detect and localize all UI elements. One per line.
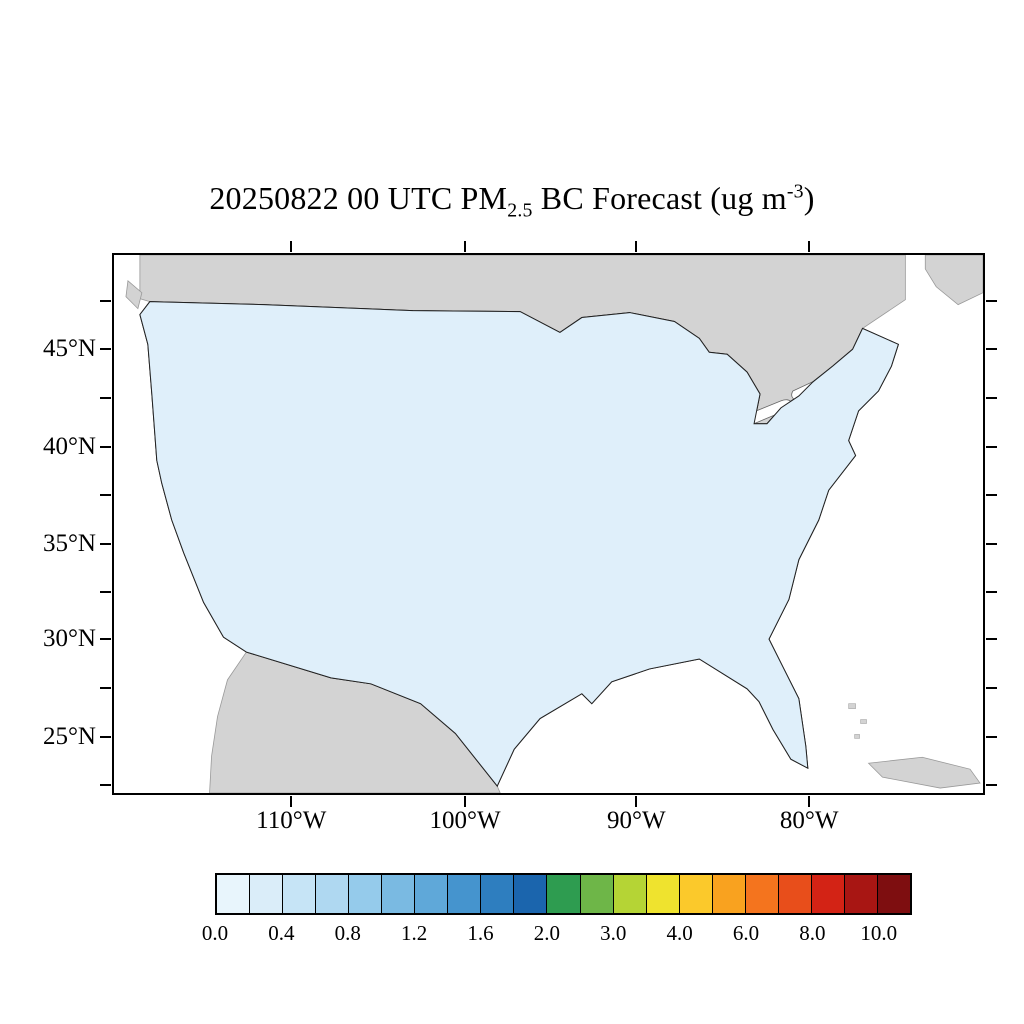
y-axis-label: 35°N: [42, 529, 96, 557]
axis-tick-bottom: [635, 796, 638, 807]
figure-title: 20250822 00 UTC PM2.5 BC Forecast (ug m-…: [62, 180, 962, 222]
axis-tick-right: [986, 445, 997, 448]
cuba-landmass: [867, 756, 981, 789]
axis-tick-bottom: [290, 796, 293, 807]
axis-tick-right: [986, 783, 997, 786]
y-axis-label: 30°N: [42, 625, 96, 653]
colorbar-segment: [778, 875, 812, 913]
colorbar-label: 4.0: [666, 921, 693, 945]
axis-tick-left: [100, 638, 111, 641]
colorbar-segment: [250, 875, 284, 913]
axis-tick-left: [100, 299, 111, 302]
colorbar-label: 3.0: [600, 921, 627, 945]
colorbar-segment: [844, 875, 878, 913]
colorbar-segment: [877, 875, 910, 913]
title-suffix: ): [803, 180, 815, 216]
axis-tick-right: [986, 590, 997, 593]
axis-tick-right: [986, 299, 997, 302]
colorbar-segment: [811, 875, 845, 913]
y-axis-label: 40°N: [42, 432, 96, 460]
axis-tick-right: [986, 348, 997, 351]
axis-tick-right: [986, 638, 997, 641]
x-axis-label: 80°W: [779, 807, 839, 834]
y-axis-label: 45°N: [42, 335, 96, 363]
axis-tick-right: [986, 396, 997, 399]
map-frame: 45°N 40°N 35°N 30°N 25°N 110°W 100°W 90°W 80°W: [43, 241, 997, 834]
colorbar-label: 2.0: [533, 921, 561, 945]
colorbar-segment: [415, 875, 449, 913]
colorbar-segment: [646, 875, 680, 913]
colorbar-segment: [382, 875, 416, 913]
colorbar-label: 8.0: [799, 921, 826, 945]
colorbar-segment: [217, 875, 251, 913]
colorbar-segments: [217, 875, 910, 913]
axis-tick-left: [100, 542, 111, 545]
axis-tick-right: [986, 735, 997, 738]
colorbar-segment: [448, 875, 482, 913]
colorbar-segment: [745, 875, 779, 913]
colorbar-segment: [580, 875, 614, 913]
colorbar-label: 0.8: [334, 921, 361, 945]
x-axis-label: 110°W: [256, 807, 327, 834]
colorbar-segment: [283, 875, 317, 913]
axis-tick-top: [808, 241, 811, 252]
axis-tick-left: [100, 686, 111, 689]
colorbar-labels: 0.0 0.4 0.8 1.2 1.6 2.0 3.0 4.0 6.0 8.0 10.0: [202, 921, 912, 949]
bahamas-islands: [848, 703, 867, 739]
axis-tick-left: [100, 735, 111, 738]
axis-tick-left: [100, 445, 111, 448]
colorbar-segment: [316, 875, 350, 913]
axis-tick-left: [100, 396, 111, 399]
colorbar-segment: [481, 875, 515, 913]
title-superscript: -3: [786, 180, 804, 203]
axis-tick-bottom: [808, 796, 811, 807]
colorbar-segment: [547, 875, 581, 913]
colorbar-label: 0.4: [268, 921, 295, 945]
axis-tick-bottom: [464, 796, 467, 807]
axis-tick-top: [290, 241, 293, 252]
nova-scotia-landmass: [924, 255, 983, 306]
colorbar-label: 6.0: [732, 921, 760, 945]
title-prefix: 20250822 00 UTC PM: [209, 180, 508, 216]
axis-tick-top: [464, 241, 467, 252]
colorbar-segment: [613, 875, 647, 913]
axis-tick-right: [986, 686, 997, 689]
colorbar-segment: [349, 875, 383, 913]
colorbar-label: 1.2: [401, 921, 428, 945]
axis-tick-right: [986, 494, 997, 497]
axis-tick-right: [986, 542, 997, 545]
colorbar-label: 0.0: [201, 921, 229, 945]
colorbar-segment: [712, 875, 746, 913]
title-middle: BC Forecast (ug m: [532, 180, 787, 216]
title-subscript: 2.5: [507, 199, 533, 222]
x-axis-label: 90°W: [606, 807, 666, 834]
vancouver-island: [125, 280, 143, 310]
colorbar-segment: [514, 875, 548, 913]
y-axis-label: 25°N: [42, 722, 96, 750]
axis-tick-left: [100, 494, 111, 497]
x-axis-label: 100°W: [429, 807, 501, 834]
axis-tick-top: [635, 241, 638, 252]
us-county-choropleth-map: [114, 255, 983, 793]
axis-tick-left: [100, 590, 111, 593]
axis-tick-left: [100, 783, 111, 786]
colorbar: [215, 873, 912, 915]
colorbar-label: 1.6: [467, 921, 494, 945]
colorbar-segment: [679, 875, 713, 913]
colorbar-label: 10.0: [860, 921, 898, 945]
axis-tick-left: [100, 348, 111, 351]
